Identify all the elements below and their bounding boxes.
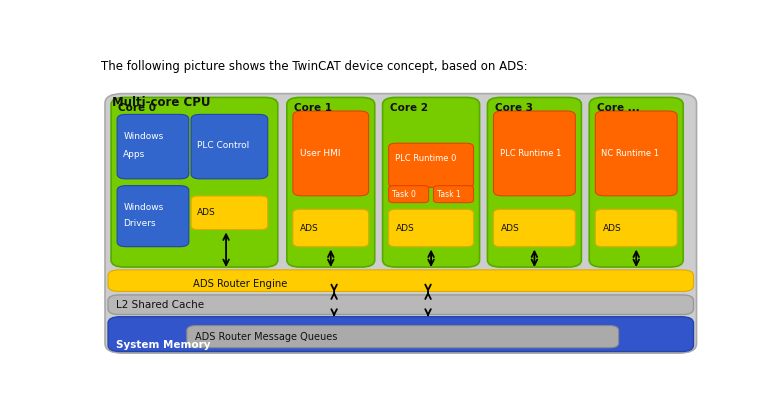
Text: PLC Control: PLC Control: [197, 141, 249, 150]
Text: PLC Runtime 0: PLC Runtime 0: [395, 154, 456, 163]
FancyBboxPatch shape: [293, 209, 368, 247]
Text: ADS: ADS: [500, 224, 519, 233]
FancyBboxPatch shape: [493, 209, 576, 247]
Text: ADS: ADS: [396, 224, 414, 233]
Text: Core 0: Core 0: [118, 103, 156, 113]
FancyBboxPatch shape: [493, 111, 576, 196]
FancyBboxPatch shape: [293, 111, 368, 196]
FancyBboxPatch shape: [595, 209, 677, 247]
FancyBboxPatch shape: [389, 143, 474, 187]
Text: Windows: Windows: [124, 203, 163, 212]
FancyBboxPatch shape: [117, 186, 188, 247]
Text: ADS Router Engine: ADS Router Engine: [193, 279, 287, 289]
FancyBboxPatch shape: [108, 270, 694, 291]
Text: ADS: ADS: [603, 224, 622, 233]
Text: User HMI: User HMI: [300, 149, 341, 158]
Text: ADS: ADS: [300, 224, 319, 233]
Text: Apps: Apps: [124, 150, 145, 159]
Text: Drivers: Drivers: [124, 219, 156, 228]
Text: Task 0: Task 0: [392, 189, 415, 199]
FancyBboxPatch shape: [105, 94, 697, 353]
FancyBboxPatch shape: [191, 114, 267, 179]
FancyBboxPatch shape: [287, 97, 375, 267]
Text: Task 1: Task 1: [436, 189, 461, 199]
Text: The following picture shows the TwinCAT device concept, based on ADS:: The following picture shows the TwinCAT …: [101, 60, 527, 74]
Text: System Memory: System Memory: [116, 339, 210, 350]
FancyBboxPatch shape: [108, 317, 694, 351]
FancyBboxPatch shape: [590, 97, 683, 267]
FancyBboxPatch shape: [108, 295, 694, 314]
FancyBboxPatch shape: [389, 186, 429, 203]
Text: Core ...: Core ...: [597, 103, 639, 113]
FancyBboxPatch shape: [382, 97, 479, 267]
FancyBboxPatch shape: [487, 97, 581, 267]
Text: Core 1: Core 1: [294, 103, 332, 113]
FancyBboxPatch shape: [187, 326, 619, 348]
FancyBboxPatch shape: [117, 114, 188, 179]
Text: ADS: ADS: [197, 208, 216, 217]
Text: Multi-core CPU: Multi-core CPU: [113, 96, 211, 109]
Text: Core 2: Core 2: [390, 103, 428, 113]
FancyBboxPatch shape: [595, 111, 677, 196]
Text: Windows: Windows: [124, 132, 163, 141]
FancyBboxPatch shape: [389, 209, 474, 247]
Text: NC Runtime 1: NC Runtime 1: [601, 149, 659, 158]
Text: PLC Runtime 1: PLC Runtime 1: [500, 149, 561, 158]
Text: Core 3: Core 3: [495, 103, 533, 113]
Text: ADS Router Message Queues: ADS Router Message Queues: [195, 332, 337, 342]
FancyBboxPatch shape: [191, 196, 267, 230]
FancyBboxPatch shape: [111, 97, 278, 267]
Text: L2 Shared Cache: L2 Shared Cache: [116, 300, 204, 310]
FancyBboxPatch shape: [433, 186, 474, 203]
